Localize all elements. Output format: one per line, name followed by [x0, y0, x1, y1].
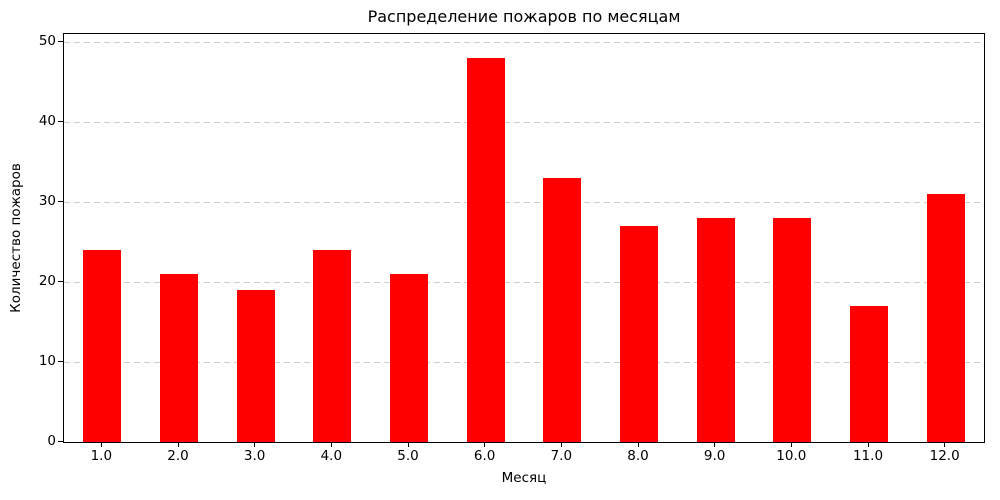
bar-month-1.0: [83, 250, 122, 442]
plot-area: [63, 33, 985, 443]
x-tick-mark-7.0: [560, 442, 562, 447]
x-tick-mark-6.0: [484, 442, 486, 447]
x-tick-label-12.0: 12.0: [929, 448, 960, 464]
y-tick-label-10: 10: [38, 353, 56, 369]
y-tick-label-40: 40: [38, 113, 56, 129]
bar-month-2.0: [159, 274, 199, 442]
x-tick-label-3.0: 3.0: [243, 448, 266, 464]
x-tick-mark-11.0: [867, 442, 869, 447]
x-tick-label-2.0: 2.0: [167, 448, 189, 464]
y-tick-label-30: 30: [38, 193, 56, 209]
x-axis-label: Месяц: [501, 470, 547, 486]
chart-title: Распределение пожаров по месяцам: [367, 7, 681, 26]
x-tick-label-1.0: 1.0: [90, 448, 113, 464]
y-tick-mark-50: [58, 41, 63, 42]
x-tick-mark-4.0: [330, 442, 332, 447]
x-tick-label-8.0: 8.0: [627, 448, 649, 464]
x-tick-mark-9.0: [714, 442, 716, 447]
x-tick-label-4.0: 4.0: [320, 448, 343, 464]
x-tick-mark-12.0: [944, 442, 946, 447]
y-tick-mark-20: [58, 281, 63, 282]
x-tick-mark-1.0: [100, 442, 102, 447]
y-gridline-40: [64, 121, 984, 123]
x-tick-label-9.0: 9.0: [703, 448, 726, 464]
bar-month-3.0: [236, 290, 275, 442]
y-gridline-20: [64, 281, 984, 283]
x-tick-label-6.0: 6.0: [473, 448, 496, 464]
x-tick-label-11.0: 11.0: [852, 448, 884, 464]
bar-month-8.0: [619, 226, 659, 442]
y-tick-mark-30: [58, 201, 63, 202]
bar-month-9.0: [696, 218, 735, 442]
y-tick-label-50: 50: [38, 33, 56, 49]
bar-month-11.0: [849, 306, 889, 442]
x-tick-mark-3.0: [254, 442, 256, 447]
bar-month-5.0: [389, 274, 429, 442]
y-gridline-30: [64, 201, 984, 203]
y-tick-mark-0: [58, 441, 63, 442]
x-tick-mark-10.0: [790, 442, 792, 447]
y-gridline-50: [64, 41, 984, 43]
y-tick-mark-40: [58, 121, 63, 122]
x-tick-mark-8.0: [637, 442, 639, 447]
bar-month-4.0: [313, 250, 352, 442]
bar-month-7.0: [543, 178, 582, 442]
y-tick-label-20: 20: [38, 273, 56, 289]
x-tick-mark-2.0: [177, 442, 179, 447]
x-tick-label-10.0: 10.0: [776, 448, 807, 464]
bar-month-6.0: [466, 58, 505, 442]
x-tick-label-7.0: 7.0: [550, 448, 573, 464]
y-axis-label: Количество пожаров: [8, 163, 24, 313]
y-tick-label-0: 0: [47, 433, 56, 449]
x-tick-label-5.0: 5.0: [397, 448, 419, 464]
y-gridline-10: [64, 361, 984, 363]
bar-month-10.0: [773, 218, 812, 442]
y-tick-mark-10: [58, 361, 63, 362]
x-tick-mark-5.0: [407, 442, 409, 447]
bar-month-12.0: [926, 194, 965, 442]
